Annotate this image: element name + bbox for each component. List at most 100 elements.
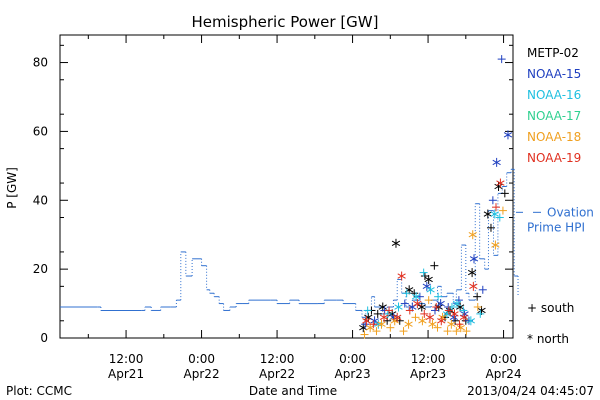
y-tick-label: 80	[33, 56, 48, 70]
point-north	[459, 312, 469, 322]
y-axis-label: P [GW]	[5, 167, 19, 209]
point-north	[394, 302, 403, 312]
satellite-points	[359, 55, 513, 339]
point-north-ray	[359, 324, 368, 331]
point-south	[495, 213, 504, 222]
y-tick-label: 20	[33, 262, 48, 276]
point-north	[374, 319, 383, 329]
point-south	[420, 309, 429, 318]
point-north	[391, 238, 401, 248]
point-north-ray	[477, 307, 486, 314]
point-north-ray	[490, 211, 499, 217]
point-north-ray	[469, 256, 479, 262]
point-south	[360, 330, 369, 339]
point-south	[420, 272, 429, 281]
point-north	[483, 209, 492, 219]
legend-entry-metp-02: METP-02	[527, 46, 579, 60]
point-south	[405, 306, 414, 315]
point-north-ray	[424, 276, 433, 283]
point-north-ray	[425, 314, 435, 321]
point-south	[434, 292, 443, 301]
point-north	[362, 316, 371, 326]
point-south	[430, 261, 439, 270]
point-south	[488, 196, 497, 205]
point-north	[424, 274, 433, 284]
point-south	[486, 223, 495, 232]
point-north	[491, 240, 500, 250]
point-north	[468, 230, 477, 240]
point-north-ray	[366, 324, 375, 331]
legend-entry-noaa-17: NOAA-17	[527, 109, 581, 123]
point-south	[385, 306, 394, 315]
point-north	[379, 312, 389, 322]
point-south	[372, 327, 381, 336]
ovation-series	[60, 168, 519, 318]
x-tick-label-date: Apr22	[259, 367, 295, 381]
y-tick-label: 60	[33, 124, 48, 138]
point-north-ray	[422, 283, 431, 290]
point-north-ray	[459, 314, 469, 321]
point-north	[418, 316, 427, 326]
point-north-ray	[437, 318, 446, 324]
point-north-ray	[397, 273, 406, 279]
point-north-ray	[378, 304, 387, 310]
point-south	[424, 296, 433, 305]
point-south	[402, 289, 411, 298]
point-north-ray	[377, 321, 386, 327]
point-north-ray	[418, 318, 427, 324]
point-north-ray	[408, 304, 417, 310]
legend-entry-noaa-15: NOAA-15	[527, 67, 581, 81]
point-north-ray	[411, 293, 421, 300]
footer-plot-credit: Plot: CCMC	[6, 384, 72, 398]
point-north	[377, 319, 386, 329]
point-north-ray	[394, 304, 403, 310]
point-south	[473, 292, 482, 301]
point-south	[444, 306, 453, 315]
point-south	[498, 206, 507, 215]
point-north-ray	[413, 300, 422, 307]
point-north	[503, 130, 513, 140]
point-south	[386, 323, 395, 332]
point-north	[466, 316, 475, 326]
point-south	[419, 268, 428, 277]
point-north-ray	[456, 304, 465, 310]
point-south	[455, 320, 464, 329]
point-north	[452, 299, 462, 309]
point-north	[397, 271, 406, 281]
x-tick-label-time: 12:00	[260, 352, 295, 366]
legend-star-north: * north	[527, 332, 569, 346]
point-north-ray	[450, 311, 459, 317]
point-south	[363, 306, 372, 315]
point-north-ray	[417, 304, 426, 310]
point-north	[496, 178, 505, 188]
point-north-ray	[492, 159, 501, 166]
x-tick-label-time: 0:00	[188, 352, 215, 366]
x-tick-label-time: 0:00	[339, 352, 366, 366]
point-north-ray	[389, 314, 398, 321]
x-tick-label-date: Apr23	[335, 367, 371, 381]
x-tick-label-time: 12:00	[411, 352, 446, 366]
plot-frame	[59, 34, 514, 339]
point-south	[476, 309, 485, 318]
point-north	[467, 268, 477, 278]
point-north-ray	[503, 132, 513, 138]
point-north-ray	[491, 242, 500, 248]
point-south	[473, 303, 482, 312]
point-south	[500, 189, 509, 198]
point-north	[469, 281, 478, 291]
point-north	[450, 309, 459, 319]
point-north-ray	[426, 287, 435, 293]
legend-entry-noaa-19: NOAA-19	[527, 151, 581, 165]
point-south	[459, 306, 468, 315]
legend-ovation-line2: Prime HPI	[527, 220, 585, 234]
point-north	[422, 281, 431, 291]
point-north-ray	[390, 318, 399, 324]
point-south	[478, 285, 487, 294]
y-tick-label: 0	[40, 331, 48, 345]
point-north	[436, 299, 445, 309]
legend-plus-south: + south	[527, 301, 574, 315]
point-south	[399, 327, 408, 336]
point-south	[415, 292, 424, 301]
footer-timestamp: 2013/04/24 04:45:07	[467, 384, 594, 398]
